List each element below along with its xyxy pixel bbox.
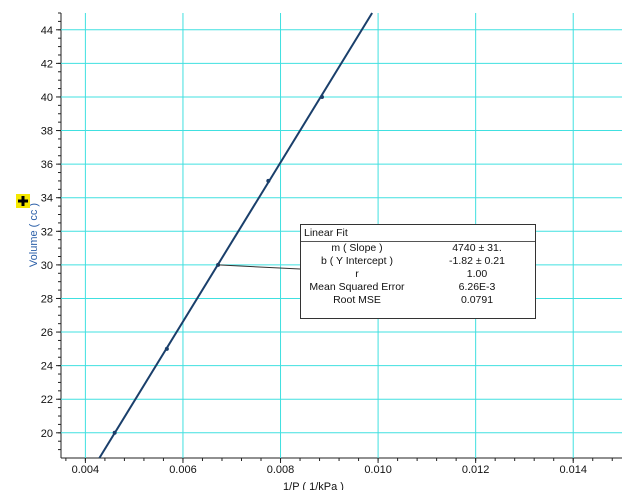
y-tick-label: 20	[41, 428, 53, 440]
linear-fit-label: m ( Slope )	[331, 242, 383, 254]
linear-fit-row: Root MSE 0.0791	[301, 294, 535, 307]
linear-fit-value: 4740 ± 31.	[452, 242, 502, 254]
linear-fit-label: Root MSE	[333, 294, 381, 306]
linear-fit-value: 0.0791	[460, 294, 494, 306]
y-axis-title: Volume ( cc )	[28, 203, 40, 267]
linear-fit-label: r	[355, 268, 359, 280]
linear-fit-row: Mean Squared Error 6.26E-3	[301, 281, 535, 294]
x-tick-label: 0.006	[169, 464, 197, 476]
linear-fit-table: m ( Slope ) 4740 ± 31. b ( Y Intercept ) -1…	[301, 242, 535, 307]
linear-fit-row: r 1.00	[301, 268, 535, 281]
y-tick-label: 36	[41, 159, 53, 171]
x-axis-ticks: 0.004 0.006 0.008 0.010 0.012 0.014	[65, 458, 613, 476]
annotation-leader-line	[218, 264, 301, 270]
x-tick-label: 0.008	[267, 464, 295, 476]
linear-fit-label: Mean Squared Error	[309, 281, 405, 293]
crosshair-cursor-icon[interactable]	[16, 194, 30, 208]
x-tick-label: 0.014	[559, 464, 587, 476]
fit-line	[98, 12, 373, 459]
linear-fit-value: 1.00	[466, 268, 488, 280]
linear-fit-box[interactable]: Linear Fit m ( Slope ) 4740 ± 31. b ( Y In…	[300, 224, 536, 319]
linear-fit-value: -1.82 ± 0.21	[449, 255, 505, 267]
linear-fit-value: 6.26E-3	[458, 281, 496, 293]
x-tick-label: 0.004	[72, 464, 100, 476]
linear-fit-label: b ( Y Intercept )	[321, 255, 393, 267]
y-tick-label: 30	[41, 260, 53, 272]
y-tick-label: 22	[41, 394, 53, 406]
x-axis-title: 1/P ( 1/kPa )	[283, 481, 344, 490]
y-tick-label: 24	[41, 361, 53, 373]
y-axis-ticks: 20 22 24 26 28 30 32 34 36 38 40 42 44	[41, 12, 61, 451]
y-tick-label: 28	[41, 293, 53, 305]
data-point	[319, 94, 324, 99]
y-tick-label: 26	[41, 327, 53, 339]
y-tick-label: 42	[41, 58, 53, 70]
data-point	[266, 178, 271, 183]
y-tick-label: 38	[41, 126, 53, 138]
x-tick-label: 0.012	[462, 464, 490, 476]
y-tick-label: 40	[41, 92, 53, 104]
linear-fit-title: Linear Fit	[301, 225, 535, 242]
y-tick-label: 44	[41, 25, 53, 37]
x-tick-label: 0.010	[364, 464, 392, 476]
y-tick-label: 32	[41, 226, 53, 238]
data-point	[164, 346, 169, 351]
linear-fit-row: b ( Y Intercept ) -1.82 ± 0.21	[301, 255, 535, 268]
data-point	[112, 430, 117, 435]
linear-fit-row: m ( Slope ) 4740 ± 31.	[301, 242, 535, 255]
y-tick-label: 34	[41, 193, 53, 205]
